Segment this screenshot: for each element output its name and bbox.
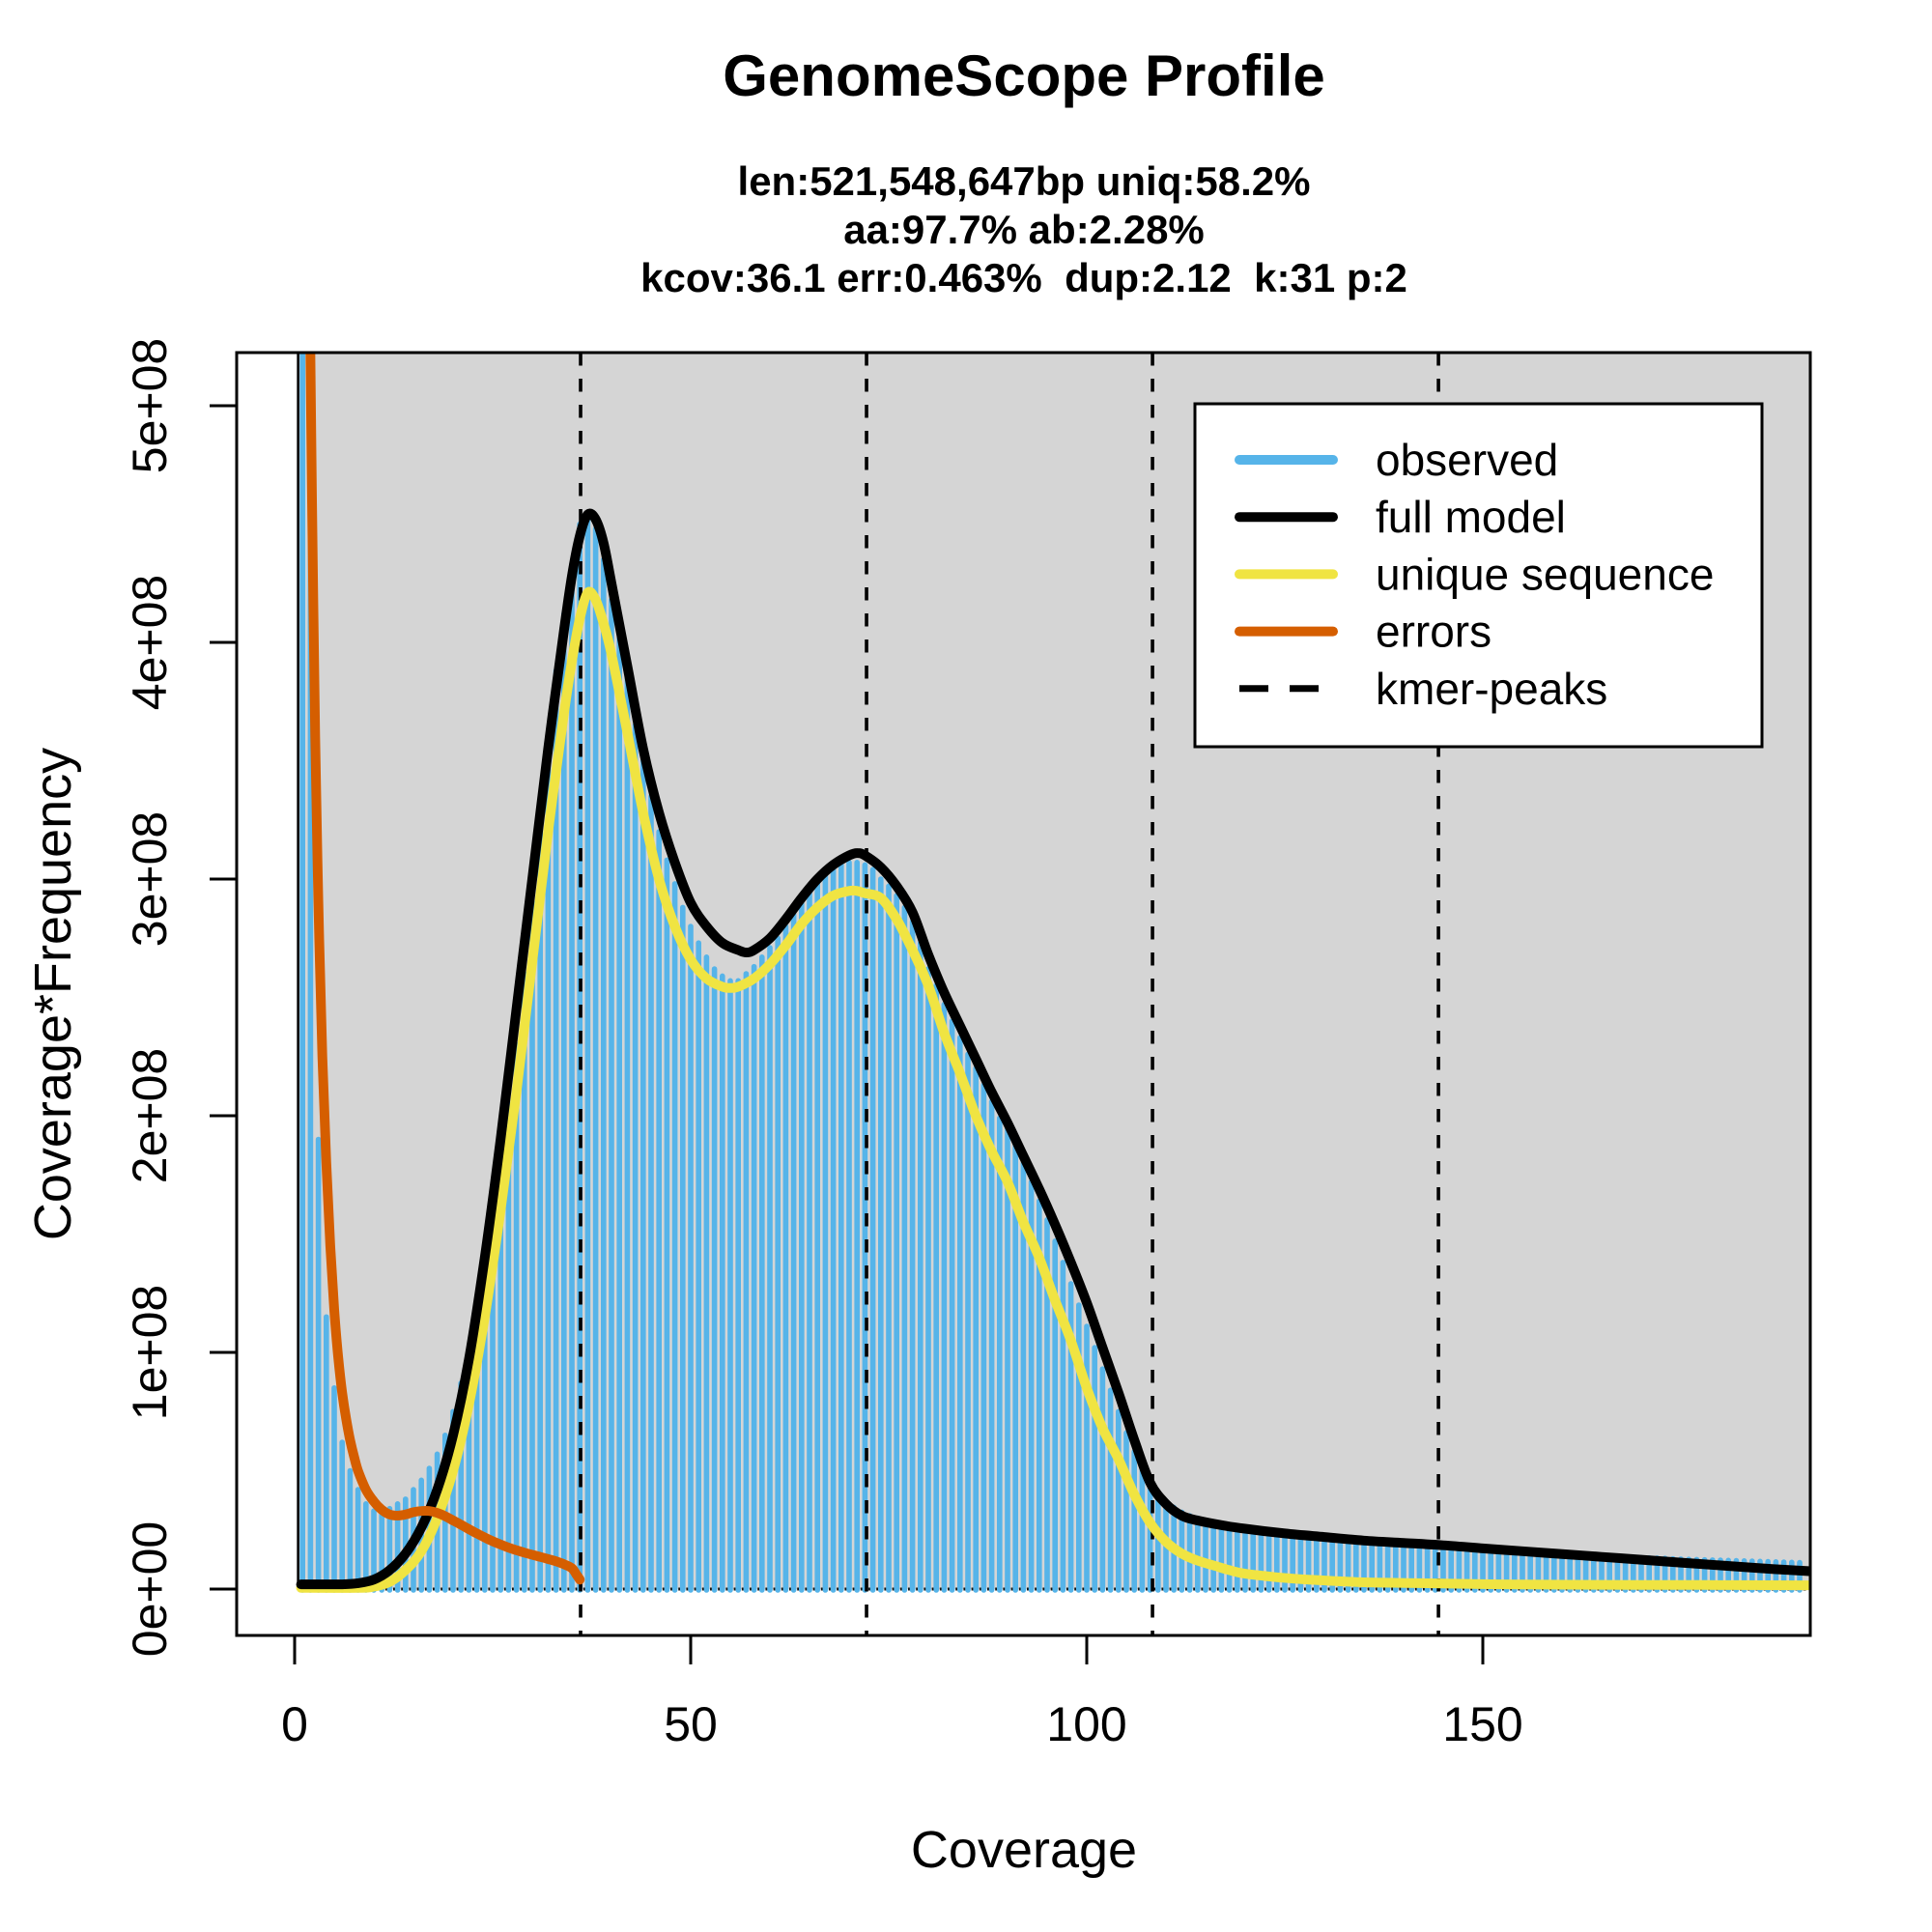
legend-label: observed	[1376, 435, 1558, 485]
legend-label: unique sequence	[1376, 549, 1714, 599]
y-tick-label: 5e+08	[123, 338, 177, 473]
unique-sequence-curve	[296, 586, 1809, 1593]
errors-curve	[305, 354, 585, 1585]
subtitle-line-3: kcov:36.1 err:0.463% dup:2.12 k:31 p:2	[640, 255, 1407, 300]
page-title: GenomeScope Profile	[723, 43, 1325, 108]
observed-histogram	[299, 354, 1803, 1593]
x-tick-label: 100	[1046, 1697, 1126, 1751]
y-axis-title: Coverage*Frequency	[24, 747, 82, 1241]
y-tick-label: 1e+08	[123, 1285, 177, 1420]
plot-area	[296, 354, 1809, 1634]
legend: observed full model unique sequence errors k…	[1193, 402, 1764, 749]
full-model-curve	[296, 508, 1809, 1590]
y-tick-label: 3e+08	[123, 811, 177, 947]
y-tick-label: 2e+08	[123, 1048, 177, 1183]
legend-label: errors	[1376, 607, 1492, 657]
x-tick-label: 0	[281, 1697, 308, 1751]
plot-border	[235, 351, 1812, 1637]
x-axis-title: Coverage	[910, 1821, 1138, 1879]
y-tick-label: 4e+08	[123, 575, 177, 710]
subtitle-line-2: aa:97.7% ab:2.28%	[843, 207, 1205, 252]
legend-label: full model	[1376, 492, 1566, 542]
legend-label: kmer-peaks	[1376, 664, 1607, 714]
x-tick-label: 150	[1442, 1697, 1522, 1751]
y-axis: 0e+00 1e+08 2e+08 3e+08 4e+08 5e+08	[123, 338, 237, 1657]
x-axis: 0 50 100 150	[281, 1635, 1523, 1751]
subtitle-line-1: len:521,548,647bp uniq:58.2%	[737, 158, 1311, 204]
y-tick-label: 0e+00	[123, 1521, 177, 1657]
x-tick-label: 50	[664, 1697, 718, 1751]
